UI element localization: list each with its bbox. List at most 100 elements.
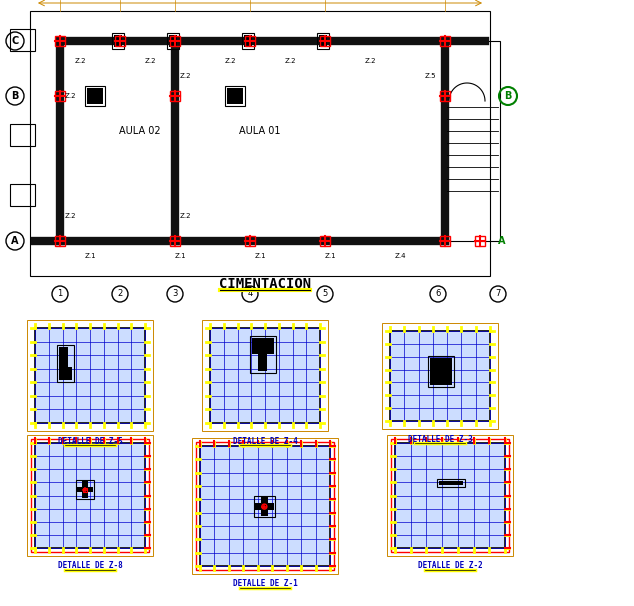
Text: DETALLE DE Z-8: DETALLE DE Z-8	[58, 562, 122, 570]
Bar	[115, 36, 125, 46]
Bar	[10, 184, 35, 206]
Bar	[445, 41, 500, 241]
Bar	[202, 320, 328, 431]
Text: 3: 3	[172, 290, 178, 299]
Bar	[252, 338, 274, 354]
Bar	[259, 351, 267, 371]
Bar	[244, 35, 252, 47]
Bar	[475, 236, 485, 246]
Text: A: A	[498, 236, 506, 246]
Bar	[59, 347, 68, 380]
Bar	[242, 33, 254, 49]
Text: Z.5: Z.5	[424, 73, 436, 79]
Bar	[77, 487, 93, 493]
Text: 2: 2	[117, 290, 122, 299]
Bar	[10, 124, 35, 146]
Text: Z.1: Z.1	[174, 253, 186, 259]
Text: 4: 4	[247, 290, 252, 299]
Bar	[85, 86, 105, 106]
Bar	[167, 33, 179, 49]
Bar	[59, 367, 72, 380]
Bar	[196, 442, 334, 570]
Bar	[250, 336, 276, 373]
Text: Z.2: Z.2	[74, 58, 86, 64]
Text: Z.2: Z.2	[284, 58, 295, 64]
Bar	[390, 331, 490, 421]
Bar	[200, 446, 330, 566]
Text: Z.1: Z.1	[84, 253, 96, 259]
Text: Z.1: Z.1	[254, 253, 266, 259]
Bar	[55, 36, 65, 46]
Bar	[254, 496, 275, 517]
Text: Z.4: Z.4	[394, 253, 406, 259]
Bar	[437, 479, 465, 487]
Bar	[112, 33, 124, 49]
Text: Z.1: Z.1	[324, 253, 336, 259]
Bar	[169, 35, 177, 47]
Bar	[31, 439, 149, 552]
Bar	[396, 444, 504, 547]
Bar	[439, 481, 463, 485]
Bar	[27, 320, 153, 431]
Text: C: C	[11, 36, 18, 46]
Text: 7: 7	[495, 290, 501, 299]
Text: Z.2: Z.2	[179, 213, 191, 219]
Bar	[245, 36, 255, 46]
Bar	[320, 236, 330, 246]
Bar	[35, 443, 145, 548]
Text: AULA 01: AULA 01	[239, 126, 281, 136]
Bar	[36, 329, 144, 422]
Text: 1: 1	[57, 290, 63, 299]
Text: DETALLE DE Z-5: DETALLE DE Z-5	[58, 436, 122, 445]
Text: B: B	[504, 91, 512, 101]
Bar	[430, 358, 452, 385]
Text: DETALLE DE Z-2: DETALLE DE Z-2	[418, 562, 482, 570]
Bar	[170, 36, 180, 46]
Bar	[170, 236, 180, 246]
Bar	[391, 332, 489, 420]
Bar	[76, 481, 94, 499]
Bar	[317, 33, 329, 49]
Bar	[382, 323, 498, 429]
Bar	[170, 91, 180, 101]
Bar	[440, 236, 450, 246]
Text: 6: 6	[436, 290, 441, 299]
Bar	[27, 435, 153, 556]
Bar	[319, 35, 327, 47]
Text: Z.2: Z.2	[64, 93, 75, 99]
Bar	[55, 91, 65, 101]
Text: DETALLE DE Z-3: DETALLE DE Z-3	[408, 435, 472, 444]
Bar	[192, 438, 338, 574]
Text: CIMENTACION: CIMENTACION	[219, 277, 311, 291]
Text: Z.2: Z.2	[365, 58, 376, 64]
Bar	[82, 481, 87, 498]
Text: B: B	[11, 91, 18, 101]
Bar	[428, 356, 454, 387]
Bar	[10, 29, 35, 51]
Bar	[55, 236, 65, 246]
Bar	[210, 328, 320, 423]
Bar	[261, 497, 268, 516]
Bar	[57, 345, 74, 382]
Text: Z.2: Z.2	[224, 58, 236, 64]
Bar	[395, 443, 505, 548]
Bar	[387, 435, 513, 556]
Bar	[30, 11, 490, 276]
Text: Z.2: Z.2	[179, 73, 191, 79]
Bar	[440, 36, 450, 46]
Bar	[87, 88, 103, 104]
Text: DETALLE DE Z-4: DETALLE DE Z-4	[233, 436, 297, 445]
Bar	[440, 91, 450, 101]
Bar	[391, 439, 509, 552]
Bar	[225, 86, 245, 106]
Text: AULA 02: AULA 02	[119, 126, 161, 136]
Bar	[201, 447, 329, 565]
Bar	[114, 35, 122, 47]
Bar	[211, 329, 319, 422]
Bar	[36, 444, 144, 547]
Bar	[320, 36, 330, 46]
Bar	[227, 88, 243, 104]
Text: DETALLE DE Z-1: DETALLE DE Z-1	[233, 579, 297, 588]
Text: 5: 5	[322, 290, 328, 299]
Text: Z.2: Z.2	[64, 213, 75, 219]
